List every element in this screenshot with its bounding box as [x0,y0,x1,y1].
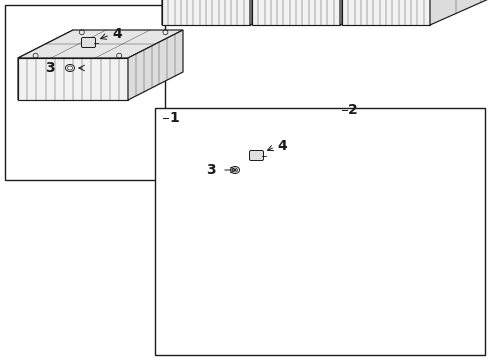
FancyBboxPatch shape [81,37,96,48]
FancyBboxPatch shape [249,150,264,161]
Polygon shape [342,0,490,25]
Ellipse shape [68,66,73,70]
Text: 1: 1 [169,111,179,125]
Ellipse shape [66,64,74,72]
Polygon shape [162,0,392,25]
Polygon shape [18,58,128,100]
Ellipse shape [230,166,240,174]
Polygon shape [250,0,480,25]
Polygon shape [162,0,250,25]
Polygon shape [18,30,73,100]
Bar [5,5,165,180]
Text: 4: 4 [277,139,287,153]
Polygon shape [342,0,430,25]
Polygon shape [252,0,482,25]
Bar [155,108,485,355]
Text: 3: 3 [206,163,216,177]
Text: 3: 3 [46,61,55,75]
Polygon shape [430,0,490,25]
Polygon shape [128,30,183,100]
Polygon shape [252,0,340,25]
Polygon shape [340,0,490,25]
Text: 2: 2 [348,103,358,117]
Text: 4: 4 [112,27,122,41]
Ellipse shape [232,168,238,172]
Polygon shape [18,30,183,58]
